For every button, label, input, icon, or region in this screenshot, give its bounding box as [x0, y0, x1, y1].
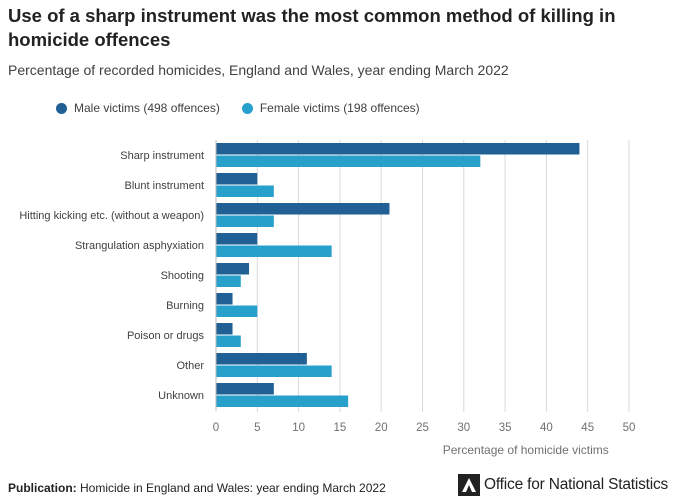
- bar-female: [216, 215, 274, 227]
- category-label: Poison or drugs: [127, 330, 205, 342]
- bar-male: [216, 203, 390, 215]
- bar-female: [216, 155, 481, 167]
- ons-logo[interactable]: Office for National Statistics: [458, 474, 668, 496]
- bar-female: [216, 395, 349, 407]
- category-label: Hitting kicking etc. (without a weapon): [19, 210, 204, 222]
- bar-male: [216, 233, 258, 245]
- x-tick-label: 15: [334, 422, 347, 434]
- bar-female: [216, 275, 241, 287]
- bar-male: [216, 173, 258, 185]
- category-label: Sharp instrument: [120, 150, 204, 162]
- category-label: Burning: [166, 300, 204, 312]
- x-tick-label: 45: [581, 422, 594, 434]
- x-tick-label: 25: [416, 422, 429, 434]
- legend-item-male: Male victims (498 offences): [56, 101, 220, 115]
- x-tick-label: 35: [499, 422, 512, 434]
- bar-male: [216, 353, 307, 365]
- legend: Male victims (498 offences) Female victi…: [56, 101, 442, 115]
- chart-title: Use of a sharp instrument was the most c…: [8, 5, 616, 50]
- bar-female: [216, 335, 241, 347]
- bar-male: [216, 323, 233, 335]
- category-label: Blunt instrument: [125, 180, 204, 192]
- bar-male: [216, 263, 250, 275]
- bar-chart: 0 5 10 15 20 25 30 35 40 45 50 Percentage of homici…: [19, 140, 636, 457]
- x-tick-label: 10: [292, 422, 305, 434]
- bar-female: [216, 305, 258, 317]
- x-tick-label: 30: [457, 422, 470, 434]
- bar-male: [216, 293, 233, 305]
- x-axis-title: Percentage of homicide victims: [443, 443, 609, 457]
- bar-female: [216, 185, 274, 197]
- x-tick-label: 40: [540, 422, 553, 434]
- category-label: Shooting: [161, 270, 204, 282]
- legend-label-female: Female victims (198 offences): [259, 101, 420, 115]
- chart-subtitle: Percentage of recorded homicides, Englan…: [8, 62, 509, 78]
- category-label: Unknown: [158, 390, 204, 402]
- category-label: Other: [176, 360, 204, 372]
- x-tick-label: 0: [213, 422, 219, 434]
- category-label: Strangulation asphyxiation: [75, 240, 204, 252]
- bar-female: [216, 365, 332, 377]
- legend-label-male: Male victims (498 offences): [74, 101, 220, 115]
- ons-logo-icon: [458, 474, 480, 496]
- legend-item-female: Female victims (198 offences): [241, 101, 420, 115]
- bar-male: [216, 143, 580, 155]
- legend-swatch-male: [56, 102, 67, 114]
- publication-footer: Publication: Homicide in England and Wal…: [8, 481, 386, 495]
- bar-female: [216, 245, 332, 257]
- x-tick-label: 50: [623, 422, 636, 434]
- publication-link[interactable]: Homicide in England and Wales: year endi…: [80, 481, 386, 495]
- bar-male: [216, 383, 274, 395]
- publication-label: Publication:: [8, 481, 77, 495]
- ons-logo-text: Office for National Statistics: [484, 476, 669, 493]
- x-tick-label: 20: [375, 422, 388, 434]
- legend-swatch-female: [241, 102, 253, 114]
- x-tick-label: 5: [254, 422, 260, 434]
